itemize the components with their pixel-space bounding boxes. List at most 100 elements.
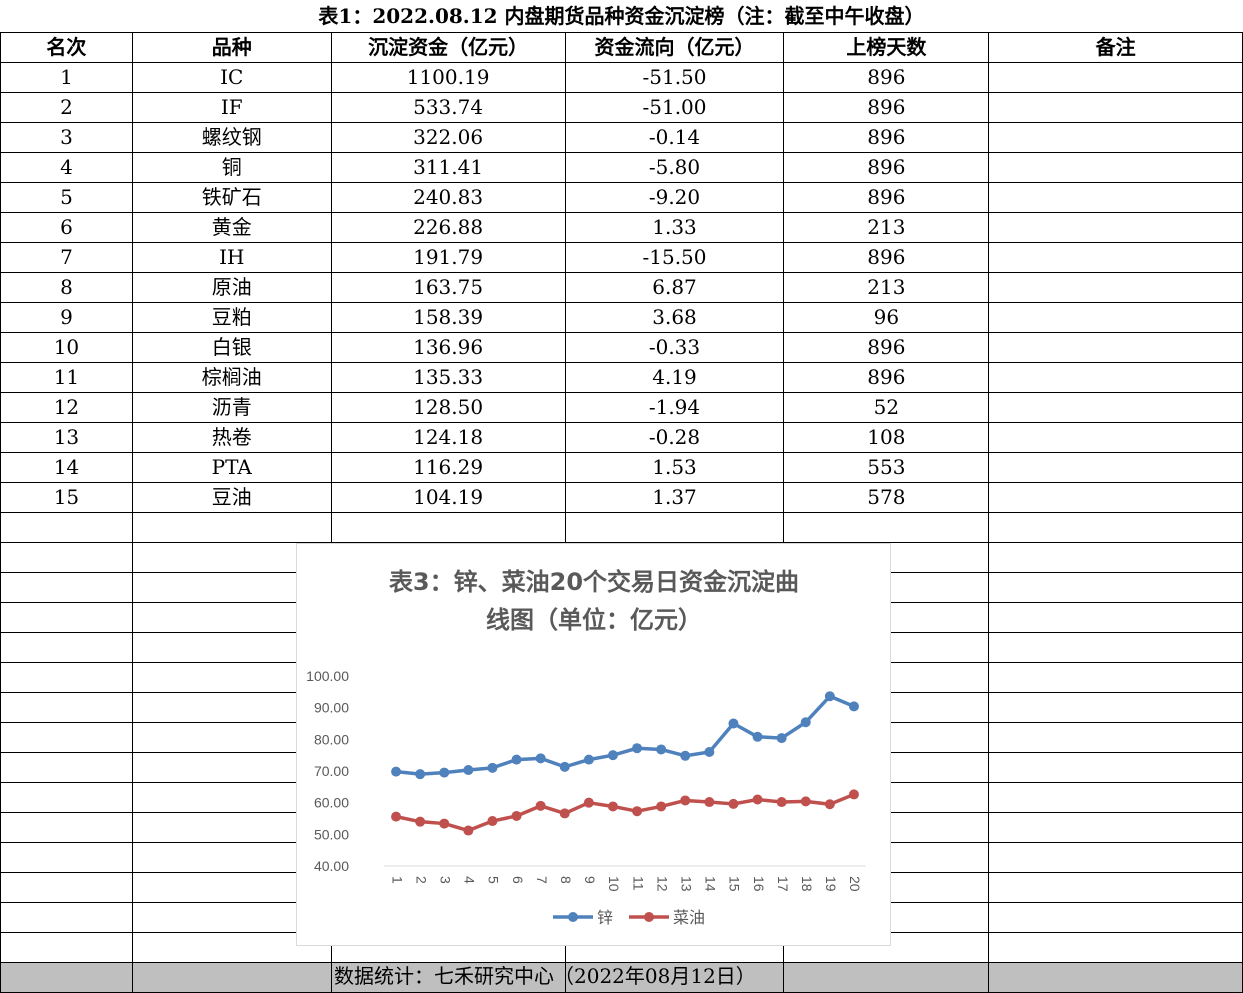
table-cell[interactable]: -0.14 <box>564 122 785 153</box>
table-cell[interactable]: 沥青 <box>131 392 332 423</box>
footer-cell[interactable] <box>783 962 990 993</box>
table-cell[interactable]: 104.19 <box>330 482 566 513</box>
table-cell[interactable]: 896 <box>783 362 990 393</box>
footer-cell[interactable] <box>988 962 1243 993</box>
empty-cell[interactable] <box>988 842 1243 873</box>
table-cell[interactable]: 158.39 <box>330 302 566 333</box>
table-cell[interactable] <box>988 212 1243 243</box>
table-cell[interactable] <box>988 62 1243 93</box>
table-cell[interactable]: 10 <box>0 332 133 363</box>
empty-cell[interactable] <box>0 752 133 783</box>
table-cell[interactable]: 896 <box>783 122 990 153</box>
empty-cell[interactable] <box>564 512 785 543</box>
empty-cell[interactable] <box>0 872 133 903</box>
empty-cell[interactable] <box>988 782 1243 813</box>
empty-cell[interactable] <box>0 782 133 813</box>
table-cell[interactable]: 896 <box>783 242 990 273</box>
table-cell[interactable]: IC <box>131 62 332 93</box>
table-cell[interactable]: 1.37 <box>564 482 785 513</box>
table-cell[interactable] <box>988 482 1243 513</box>
table-cell[interactable] <box>988 122 1243 153</box>
table-cell[interactable]: 黄金 <box>131 212 332 243</box>
table-cell[interactable] <box>988 392 1243 423</box>
table-cell[interactable] <box>988 152 1243 183</box>
table-cell[interactable]: 1.33 <box>564 212 785 243</box>
table-cell[interactable]: 896 <box>783 332 990 363</box>
column-header[interactable]: 备注 <box>988 32 1243 63</box>
table-cell[interactable]: 11 <box>0 362 133 393</box>
column-header[interactable]: 品种 <box>131 32 332 63</box>
table-cell[interactable]: 896 <box>783 62 990 93</box>
table-cell[interactable]: 1100.19 <box>330 62 566 93</box>
empty-cell[interactable] <box>988 632 1243 663</box>
table-cell[interactable]: 13 <box>0 422 133 453</box>
table-cell[interactable]: 铁矿石 <box>131 182 332 213</box>
column-header[interactable]: 沉淀资金（亿元） <box>330 32 566 63</box>
empty-cell[interactable] <box>0 542 133 573</box>
empty-cell[interactable] <box>0 512 133 543</box>
table-cell[interactable]: 豆油 <box>131 482 332 513</box>
table-cell[interactable]: 7 <box>0 242 133 273</box>
table-cell[interactable]: 124.18 <box>330 422 566 453</box>
empty-cell[interactable] <box>131 512 332 543</box>
table-cell[interactable]: IF <box>131 92 332 123</box>
table-cell[interactable]: -51.00 <box>564 92 785 123</box>
table-cell[interactable]: 226.88 <box>330 212 566 243</box>
table-cell[interactable] <box>988 272 1243 303</box>
table-cell[interactable]: 铜 <box>131 152 332 183</box>
table-cell[interactable] <box>988 182 1243 213</box>
table-cell[interactable]: 2 <box>0 92 133 123</box>
empty-cell[interactable] <box>988 752 1243 783</box>
table-cell[interactable]: 163.75 <box>330 272 566 303</box>
table-cell[interactable] <box>988 422 1243 453</box>
table-cell[interactable]: 白银 <box>131 332 332 363</box>
table-cell[interactable]: 1 <box>0 62 133 93</box>
empty-cell[interactable] <box>0 902 133 933</box>
empty-cell[interactable] <box>988 872 1243 903</box>
empty-cell[interactable] <box>988 602 1243 633</box>
empty-cell[interactable] <box>0 842 133 873</box>
table-cell[interactable]: 4.19 <box>564 362 785 393</box>
empty-cell[interactable] <box>0 812 133 843</box>
table-cell[interactable]: -9.20 <box>564 182 785 213</box>
table-cell[interactable]: 6.87 <box>564 272 785 303</box>
empty-cell[interactable] <box>988 662 1243 693</box>
empty-cell[interactable] <box>0 932 133 963</box>
empty-cell[interactable] <box>988 812 1243 843</box>
column-header[interactable]: 名次 <box>0 32 133 63</box>
table-cell[interactable] <box>988 242 1243 273</box>
table-cell[interactable]: 136.96 <box>330 332 566 363</box>
table-cell[interactable]: 896 <box>783 152 990 183</box>
empty-cell[interactable] <box>0 632 133 663</box>
empty-cell[interactable] <box>0 722 133 753</box>
empty-cell[interactable] <box>988 512 1243 543</box>
empty-cell[interactable] <box>0 602 133 633</box>
footer-cell[interactable] <box>564 962 785 993</box>
table-cell[interactable] <box>988 452 1243 483</box>
table-cell[interactable] <box>988 362 1243 393</box>
empty-cell[interactable] <box>0 662 133 693</box>
empty-cell[interactable] <box>0 692 133 723</box>
table-cell[interactable]: PTA <box>131 452 332 483</box>
table-cell[interactable]: -51.50 <box>564 62 785 93</box>
table-cell[interactable]: 213 <box>783 212 990 243</box>
table-cell[interactable]: 6 <box>0 212 133 243</box>
table-cell[interactable]: 96 <box>783 302 990 333</box>
table-cell[interactable]: 896 <box>783 182 990 213</box>
table-cell[interactable]: 578 <box>783 482 990 513</box>
empty-cell[interactable] <box>783 512 990 543</box>
table-cell[interactable]: 1.53 <box>564 452 785 483</box>
table-cell[interactable]: 8 <box>0 272 133 303</box>
table-cell[interactable]: IH <box>131 242 332 273</box>
table-cell[interactable]: 240.83 <box>330 182 566 213</box>
empty-cell[interactable] <box>988 902 1243 933</box>
table-cell[interactable]: 213 <box>783 272 990 303</box>
table-cell[interactable]: 533.74 <box>330 92 566 123</box>
table-cell[interactable]: 原油 <box>131 272 332 303</box>
table-cell[interactable] <box>988 332 1243 363</box>
table-cell[interactable]: 5 <box>0 182 133 213</box>
table-cell[interactable]: 热卷 <box>131 422 332 453</box>
table-cell[interactable]: 棕榈油 <box>131 362 332 393</box>
table-cell[interactable]: -0.33 <box>564 332 785 363</box>
table-cell[interactable]: 豆粕 <box>131 302 332 333</box>
